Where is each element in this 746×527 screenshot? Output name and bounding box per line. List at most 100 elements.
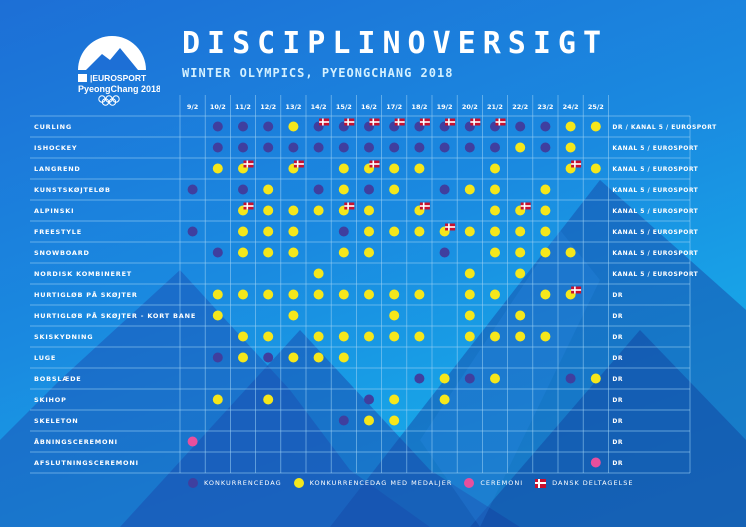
medalje-dot bbox=[389, 163, 400, 174]
discipline-label: LUGE bbox=[34, 354, 56, 362]
konkurrence-dot bbox=[364, 394, 374, 405]
flag-cross-h bbox=[394, 121, 405, 123]
medalje-dot bbox=[263, 394, 274, 405]
eurosport-pyeongchang-logo: |EUROSPORT PyeongChang 2018 bbox=[78, 36, 160, 106]
medalje-dot bbox=[490, 226, 500, 237]
konkurrence-dot bbox=[187, 226, 198, 237]
konkurrence-dot bbox=[338, 226, 349, 237]
medalje-dot bbox=[464, 184, 475, 195]
flag-cross-h bbox=[419, 121, 430, 123]
medalje-dot bbox=[364, 331, 374, 342]
legend-item-konkurrence: KONKURRENCEDAG bbox=[188, 478, 282, 488]
date-header: 16/2 bbox=[361, 103, 377, 111]
konkurrence-dot bbox=[540, 142, 551, 153]
page-subtitle: WINTER OLYMPICS, PYEONGCHANG 2018 bbox=[182, 66, 454, 80]
medalje-dot bbox=[238, 247, 248, 258]
svg-text:PyeongChang 2018: PyeongChang 2018 bbox=[78, 84, 160, 94]
medalje-dot bbox=[212, 310, 223, 321]
konkurrence-dot bbox=[313, 184, 324, 195]
medalje-dot bbox=[590, 121, 601, 132]
date-header: 15/2 bbox=[336, 103, 352, 111]
date-header: 9/2 bbox=[187, 103, 198, 111]
medalje-dot bbox=[288, 205, 299, 216]
channel-label: KANAL 5 / EUROSPORT bbox=[612, 166, 698, 173]
flag-cross-h bbox=[293, 163, 304, 165]
medalje-dot bbox=[490, 331, 500, 342]
date-header: 11/2 bbox=[235, 103, 251, 111]
medalje-dot bbox=[515, 310, 526, 321]
legend-label-medalje: KONKURRENCEDAG MED MEDALJER bbox=[309, 479, 453, 487]
konkurrence-dot bbox=[238, 121, 248, 132]
medalje-dot bbox=[515, 142, 526, 153]
konkurrence-dot bbox=[338, 142, 349, 153]
medalje-dot bbox=[414, 331, 425, 342]
medalje-dot bbox=[364, 226, 374, 237]
medalje-dot bbox=[288, 226, 299, 237]
medalje-dot bbox=[338, 184, 349, 195]
discipline-label: SKISKYDNING bbox=[34, 333, 93, 341]
medalje-dot bbox=[263, 205, 274, 216]
channel-label: KANAL 5 / EUROSPORT bbox=[612, 250, 698, 257]
channel-label: DR bbox=[612, 292, 623, 299]
legend-label-konkurrence: KONKURRENCEDAG bbox=[204, 479, 282, 487]
medalje-dot bbox=[490, 247, 500, 258]
flag-cross-h bbox=[470, 121, 481, 123]
konkurrence-dot bbox=[464, 142, 475, 153]
date-header: 13/2 bbox=[285, 103, 301, 111]
konkurrence-dot bbox=[212, 121, 223, 132]
medalje-dot bbox=[515, 268, 526, 279]
discipline-label: CURLING bbox=[34, 123, 72, 131]
date-header: 24/2 bbox=[563, 103, 579, 111]
channel-label: KANAL 5 / EUROSPORT bbox=[612, 208, 698, 215]
medalje-dot bbox=[212, 394, 223, 405]
flag-cross-h bbox=[243, 205, 254, 207]
flag-cross-h bbox=[319, 121, 330, 123]
konkurrence-dot bbox=[565, 373, 576, 384]
date-header: 21/2 bbox=[487, 103, 503, 111]
date-header: 17/2 bbox=[386, 103, 402, 111]
medalje-dot bbox=[238, 331, 248, 342]
channel-label: DR bbox=[612, 334, 623, 341]
medalje-dot bbox=[338, 352, 349, 363]
medalje-dot bbox=[212, 163, 223, 174]
medalje-dot bbox=[389, 184, 400, 195]
medalje-dot bbox=[364, 289, 374, 300]
date-header: 12/2 bbox=[260, 103, 276, 111]
discipline-label: ALPINSKI bbox=[34, 207, 74, 215]
medalje-dot bbox=[464, 310, 475, 321]
flag-cross-h bbox=[445, 121, 456, 123]
medalje-dot bbox=[439, 373, 450, 384]
medalje-dot bbox=[338, 247, 349, 258]
flag-cross-h bbox=[445, 226, 456, 228]
channel-label: DR bbox=[612, 355, 623, 362]
date-header: 22/2 bbox=[512, 103, 528, 111]
medalje-dot bbox=[313, 331, 324, 342]
flag-cross-h bbox=[243, 163, 254, 165]
legend-item-medalje: KONKURRENCEDAG MED MEDALJER bbox=[293, 478, 453, 488]
medalje-dot bbox=[212, 289, 223, 300]
medalje-dot bbox=[515, 331, 526, 342]
medalje-dot bbox=[313, 289, 324, 300]
discipline-label: ISHOCKEY bbox=[34, 144, 77, 152]
medalje-dot bbox=[490, 373, 500, 384]
discipline-label: HURTIGLØB PÅ SKØJTER bbox=[34, 290, 138, 299]
discipline-label: FREESTYLE bbox=[34, 228, 82, 236]
medalje-dot bbox=[565, 121, 576, 132]
konkurrence-dot bbox=[263, 352, 274, 363]
medalje-dot bbox=[263, 331, 274, 342]
konkurrence-dot bbox=[187, 184, 198, 195]
konkurrence-dot bbox=[414, 373, 425, 384]
medalje-dot bbox=[364, 415, 374, 426]
legend-item-ceremoni: CEREMONI bbox=[464, 478, 523, 488]
konkurrence-dot bbox=[414, 142, 425, 153]
medalje-dot bbox=[338, 331, 349, 342]
konkurrence-dot bbox=[439, 142, 450, 153]
ceremoni-dot bbox=[590, 457, 601, 468]
konkurrence-dot bbox=[238, 142, 248, 153]
medalje-dot bbox=[464, 331, 475, 342]
konkurrence-dot bbox=[389, 142, 400, 153]
date-header: 20/2 bbox=[462, 103, 478, 111]
medalje-dot bbox=[490, 184, 500, 195]
medalje-dot bbox=[565, 247, 576, 258]
